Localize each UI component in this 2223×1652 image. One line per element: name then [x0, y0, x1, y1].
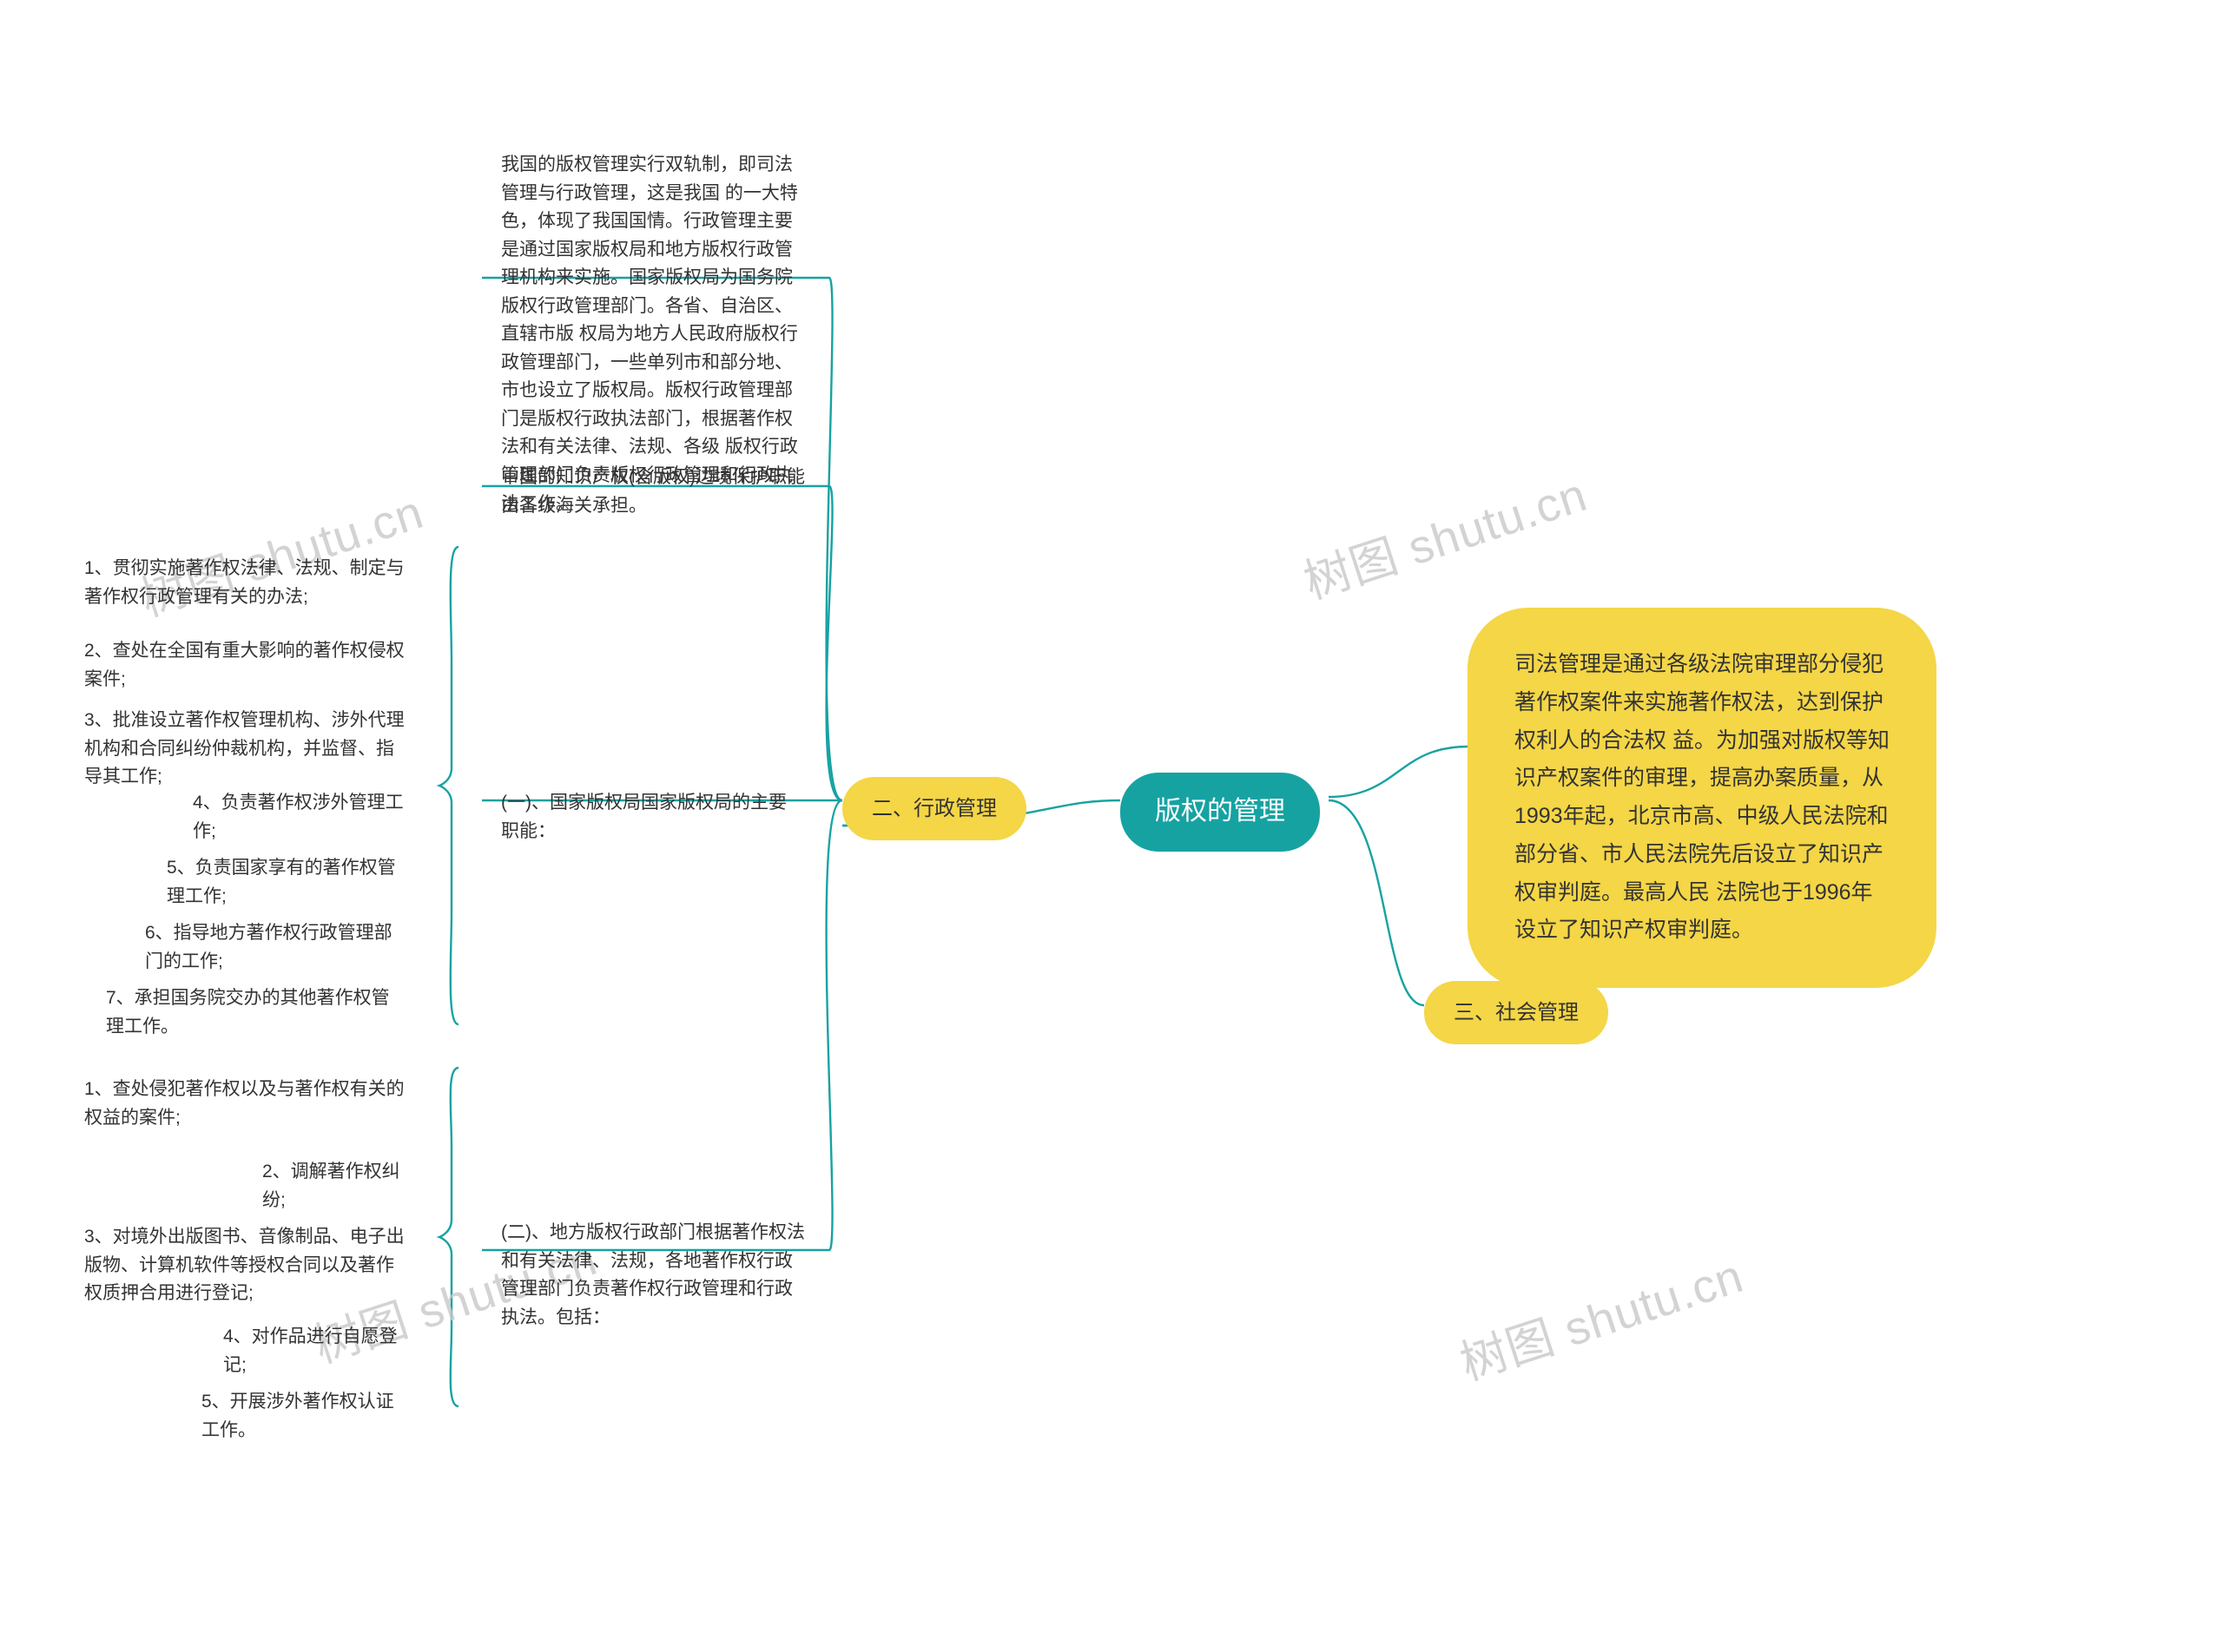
s2-leaf-5: 5、开展涉外著作权认证工作。 [182, 1376, 425, 1457]
edge-root-r1 [1329, 747, 1468, 797]
branch-admin[interactable]: 二、行政管理 [842, 777, 1026, 840]
root-node[interactable]: 版权的管理 [1120, 773, 1320, 852]
s2-leaf-3: 3、对境外出版图书、音像制品、电子出版物、计算机软件等授权合同以及著作权质押合用… [65, 1211, 425, 1320]
branch-social[interactable]: 三、社会管理 [1424, 981, 1608, 1044]
branch-judicial[interactable]: 司法管理是通过各级法院审理部分侵犯著作权案件来实施著作权法，达到保护权利人的合法… [1468, 608, 1936, 988]
admin-section-2: (二)、地方版权行政部门根据著作权法和有关法律、法规，各地著作权行政管理部门负责… [482, 1207, 825, 1344]
watermark: 树图 shutu.cn [1294, 457, 1594, 613]
edge-root-r2 [1329, 800, 1424, 1005]
admin-section-1: (一)、国家版权局国家版权局的主要职能： [482, 777, 821, 858]
watermark: 树图 shutu.cn [1450, 1238, 1751, 1394]
edge-admin-p2 [482, 486, 842, 800]
s1-leaf-7: 7、承担国务院交办的其他著作权管理工作。 [87, 972, 425, 1053]
edge-admin-p4 [482, 800, 842, 1250]
brace-p4 [434, 1059, 469, 1415]
brace-p3 [434, 538, 469, 1033]
s2-leaf-1: 1、查处侵犯著作权以及与著作权有关的权益的案件; [65, 1063, 425, 1144]
s1-leaf-1: 1、贯彻实施著作权法律、法规、制定与著作权行政管理有关的办法; [65, 543, 425, 623]
admin-intro-2: 中国的知识产权(含版权)边境保护职能由各级海关承担。 [482, 451, 829, 532]
